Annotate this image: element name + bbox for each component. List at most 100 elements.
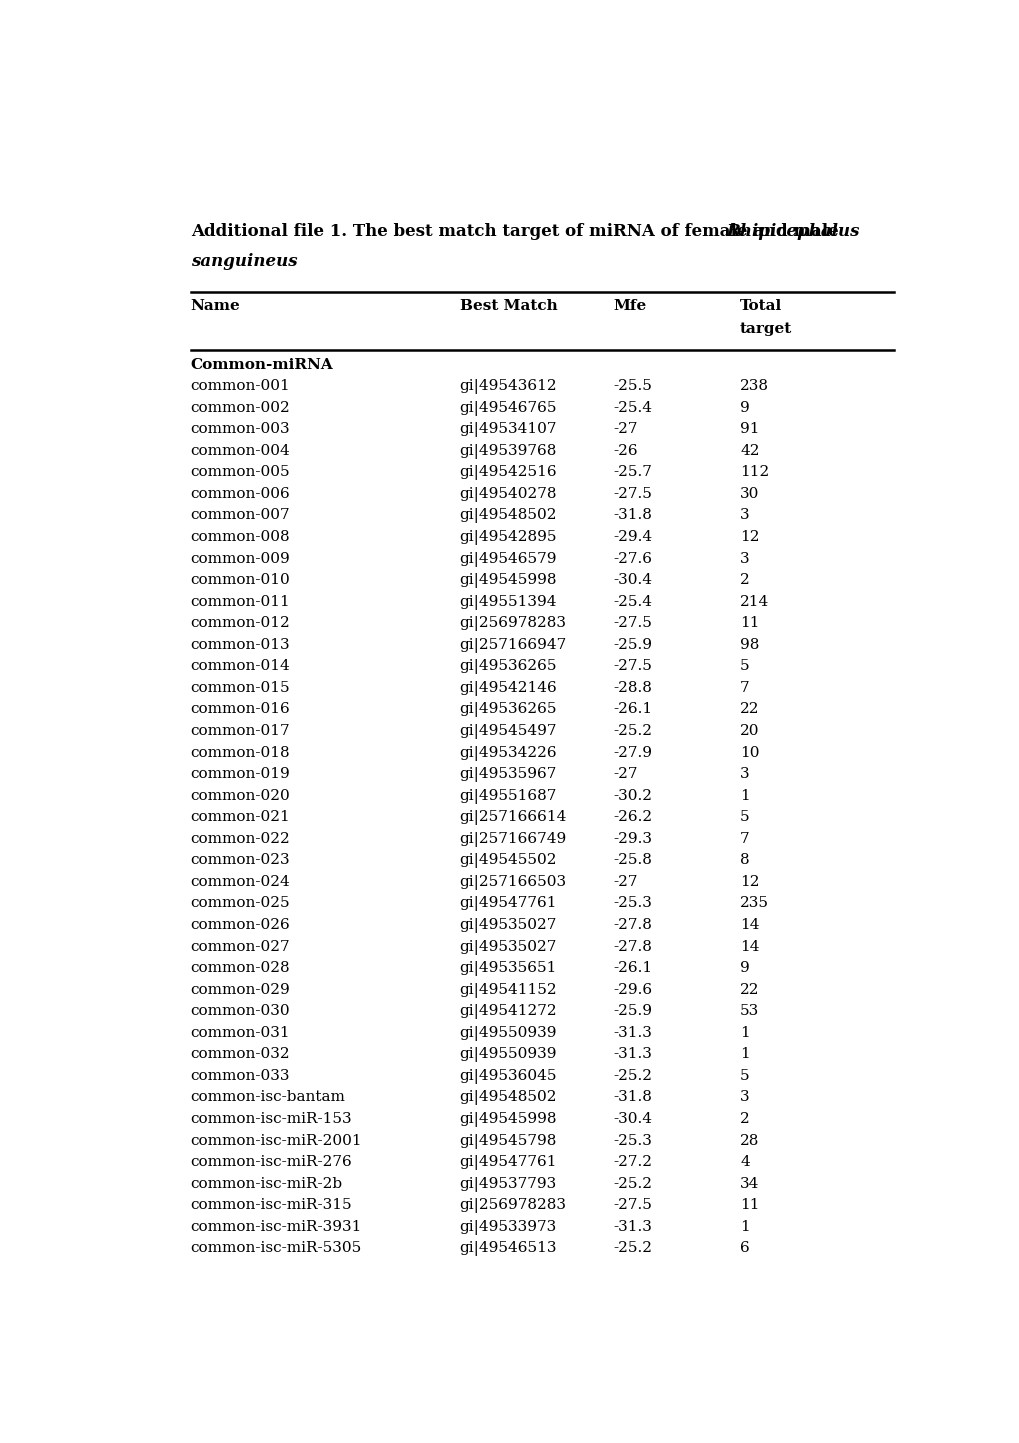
Text: gi|49545798: gi|49545798 bbox=[459, 1134, 556, 1149]
Text: Name: Name bbox=[191, 299, 240, 313]
Text: -27.9: -27.9 bbox=[613, 746, 652, 759]
Text: gi|49541152: gi|49541152 bbox=[459, 983, 556, 997]
Text: gi|49546765: gi|49546765 bbox=[459, 401, 556, 416]
Text: 3: 3 bbox=[740, 1091, 749, 1104]
Text: gi|49545502: gi|49545502 bbox=[459, 853, 556, 869]
Text: gi|49534226: gi|49534226 bbox=[459, 746, 556, 760]
Text: common-030: common-030 bbox=[191, 1004, 290, 1019]
Text: -25.8: -25.8 bbox=[613, 853, 652, 867]
Text: 22: 22 bbox=[740, 703, 759, 717]
Text: -26.1: -26.1 bbox=[613, 961, 652, 975]
Text: common-012: common-012 bbox=[191, 616, 290, 631]
Text: 14: 14 bbox=[740, 939, 759, 954]
Text: Total: Total bbox=[740, 299, 782, 313]
Text: 235: 235 bbox=[740, 896, 768, 911]
Text: 3: 3 bbox=[740, 768, 749, 781]
Text: common-006: common-006 bbox=[191, 486, 290, 501]
Text: 28: 28 bbox=[740, 1134, 759, 1147]
Text: gi|49542895: gi|49542895 bbox=[459, 530, 556, 545]
Text: common-022: common-022 bbox=[191, 831, 290, 846]
Text: -27: -27 bbox=[613, 768, 638, 781]
Text: gi|49542146: gi|49542146 bbox=[459, 681, 556, 696]
Text: 12: 12 bbox=[740, 530, 759, 544]
Text: -31.3: -31.3 bbox=[613, 1048, 652, 1062]
Text: -29.6: -29.6 bbox=[613, 983, 652, 997]
Text: -28.8: -28.8 bbox=[613, 681, 652, 696]
Text: 98: 98 bbox=[740, 638, 759, 652]
Text: 11: 11 bbox=[740, 616, 759, 631]
Text: -27.6: -27.6 bbox=[613, 551, 652, 566]
Text: gi|49541272: gi|49541272 bbox=[459, 1004, 556, 1019]
Text: gi|257166947: gi|257166947 bbox=[459, 638, 567, 652]
Text: common-007: common-007 bbox=[191, 508, 290, 522]
Text: -25.4: -25.4 bbox=[613, 401, 652, 414]
Text: gi|49535027: gi|49535027 bbox=[459, 939, 556, 955]
Text: gi|256978283: gi|256978283 bbox=[459, 1198, 566, 1214]
Text: 11: 11 bbox=[740, 1198, 759, 1212]
Text: gi|49551687: gi|49551687 bbox=[459, 789, 556, 804]
Text: gi|49545998: gi|49545998 bbox=[459, 1113, 556, 1127]
Text: gi|49548502: gi|49548502 bbox=[459, 508, 556, 524]
Text: gi|49547761: gi|49547761 bbox=[459, 896, 556, 912]
Text: gi|49535967: gi|49535967 bbox=[459, 768, 556, 782]
Text: -30.4: -30.4 bbox=[613, 573, 652, 587]
Text: common-isc-miR-2001: common-isc-miR-2001 bbox=[191, 1134, 362, 1147]
Text: gi|49536265: gi|49536265 bbox=[459, 659, 556, 674]
Text: Mfe: Mfe bbox=[613, 299, 646, 313]
Text: common-isc-miR-153: common-isc-miR-153 bbox=[191, 1113, 352, 1126]
Text: -27.5: -27.5 bbox=[613, 486, 652, 501]
Text: common-014: common-014 bbox=[191, 659, 290, 674]
Text: gi|49536045: gi|49536045 bbox=[459, 1069, 556, 1084]
Text: 112: 112 bbox=[740, 466, 768, 479]
Text: 1: 1 bbox=[740, 1026, 749, 1040]
Text: 6: 6 bbox=[740, 1241, 749, 1255]
Text: 53: 53 bbox=[740, 1004, 758, 1019]
Text: gi|49542516: gi|49542516 bbox=[459, 466, 556, 481]
Text: gi|49547761: gi|49547761 bbox=[459, 1156, 556, 1170]
Text: 10: 10 bbox=[740, 746, 759, 759]
Text: gi|49533973: gi|49533973 bbox=[459, 1219, 556, 1235]
Text: 30: 30 bbox=[740, 486, 759, 501]
Text: -25.9: -25.9 bbox=[613, 638, 652, 652]
Text: -27.8: -27.8 bbox=[613, 918, 652, 932]
Text: -25.2: -25.2 bbox=[613, 1069, 652, 1082]
Text: 5: 5 bbox=[740, 1069, 749, 1082]
Text: common-026: common-026 bbox=[191, 918, 290, 932]
Text: -29.3: -29.3 bbox=[613, 831, 652, 846]
Text: common-004: common-004 bbox=[191, 444, 290, 457]
Text: common-003: common-003 bbox=[191, 423, 290, 436]
Text: -25.4: -25.4 bbox=[613, 595, 652, 609]
Text: common-033: common-033 bbox=[191, 1069, 290, 1082]
Text: common-024: common-024 bbox=[191, 874, 290, 889]
Text: 238: 238 bbox=[740, 380, 768, 392]
Text: 20: 20 bbox=[740, 724, 759, 737]
Text: common-020: common-020 bbox=[191, 789, 290, 802]
Text: common-008: common-008 bbox=[191, 530, 290, 544]
Text: common-023: common-023 bbox=[191, 853, 290, 867]
Text: 1: 1 bbox=[740, 1048, 749, 1062]
Text: -25.2: -25.2 bbox=[613, 724, 652, 737]
Text: gi|256978283: gi|256978283 bbox=[459, 616, 566, 631]
Text: -31.3: -31.3 bbox=[613, 1026, 652, 1040]
Text: 9: 9 bbox=[740, 961, 749, 975]
Text: common-017: common-017 bbox=[191, 724, 290, 737]
Text: -27: -27 bbox=[613, 874, 638, 889]
Text: gi|49546579: gi|49546579 bbox=[459, 551, 556, 567]
Text: -27.5: -27.5 bbox=[613, 1198, 652, 1212]
Text: common-isc-bantam: common-isc-bantam bbox=[191, 1091, 345, 1104]
Text: common-025: common-025 bbox=[191, 896, 290, 911]
Text: gi|49536265: gi|49536265 bbox=[459, 703, 556, 717]
Text: -25.2: -25.2 bbox=[613, 1176, 652, 1190]
Text: 214: 214 bbox=[740, 595, 768, 609]
Text: common-isc-miR-3931: common-isc-miR-3931 bbox=[191, 1219, 362, 1234]
Text: common-isc-miR-5305: common-isc-miR-5305 bbox=[191, 1241, 362, 1255]
Text: gi|49535651: gi|49535651 bbox=[459, 961, 556, 975]
Text: gi|49539768: gi|49539768 bbox=[459, 444, 556, 459]
Text: gi|49540278: gi|49540278 bbox=[459, 486, 556, 502]
Text: 5: 5 bbox=[740, 811, 749, 824]
Text: common-013: common-013 bbox=[191, 638, 290, 652]
Text: 2: 2 bbox=[740, 573, 749, 587]
Text: -27: -27 bbox=[613, 423, 638, 436]
Text: gi|49534107: gi|49534107 bbox=[459, 423, 556, 437]
Text: 2: 2 bbox=[740, 1113, 749, 1126]
